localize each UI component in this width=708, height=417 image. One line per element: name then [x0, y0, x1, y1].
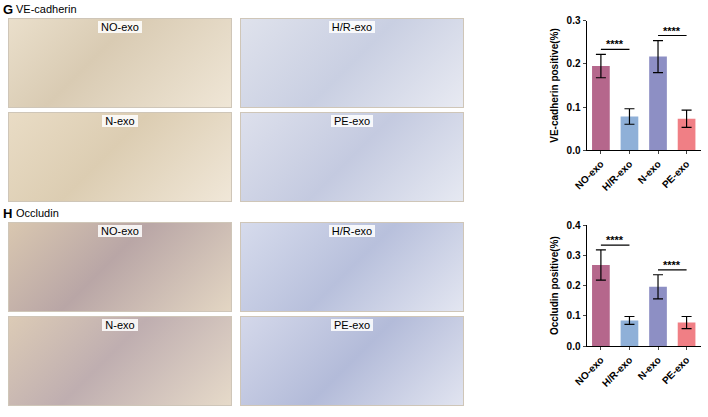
html-text:NO-exo: NO-exo: [101, 21, 139, 33]
svg-text:NO-exo: NO-exo: [573, 354, 606, 387]
svg-text:PE-exo: PE-exo: [660, 354, 692, 386]
svg-text:****: ****: [606, 38, 624, 50]
svg-text:VE-cadherin positive(%): VE-cadherin positive(%): [549, 28, 560, 142]
svg-text:****: ****: [606, 234, 624, 246]
svg-text:0.4: 0.4: [567, 220, 581, 231]
svg-text:0.1: 0.1: [567, 102, 581, 113]
html-text:H/R-exo: H/R-exo: [331, 225, 373, 237]
svg-text:N-exo: N-exo: [636, 158, 663, 185]
html-text:PE-exo: PE-exo: [334, 319, 370, 331]
svg-text:0.0: 0.0: [567, 341, 581, 352]
svg-text:0.0: 0.0: [567, 145, 581, 156]
svg-text:0.2: 0.2: [567, 58, 581, 69]
svg-text:PE-exo: PE-exo: [660, 158, 692, 190]
html-text:N-exo: N-exo: [105, 115, 135, 127]
svg-text:****: ****: [663, 25, 681, 37]
svg-text:****: ****: [663, 259, 681, 271]
html-text:G VE-cadherin: G VE-cadherin: [3, 2, 77, 17]
svg-text:H/R-exo: H/R-exo: [600, 354, 635, 389]
svg-text:Occludin positive(%): Occludin positive(%): [549, 236, 560, 335]
svg-text:0.3: 0.3: [567, 250, 581, 261]
svg-text:0.2: 0.2: [567, 280, 581, 291]
html-text:H/R-exo: H/R-exo: [331, 21, 373, 33]
svg-text:0.1: 0.1: [567, 310, 581, 321]
html-text:PE-exo: PE-exo: [334, 115, 370, 127]
svg-text:0.3: 0.3: [567, 15, 581, 26]
svg-text:N-exo: N-exo: [636, 354, 663, 381]
svg-text:H/R-exo: H/R-exo: [600, 158, 635, 193]
html-text:NO-exo: NO-exo: [101, 225, 139, 237]
html-text:N-exo: N-exo: [105, 319, 135, 331]
html-text:H Occludin: H Occludin: [3, 206, 59, 221]
svg-text:NO-exo: NO-exo: [573, 158, 606, 191]
